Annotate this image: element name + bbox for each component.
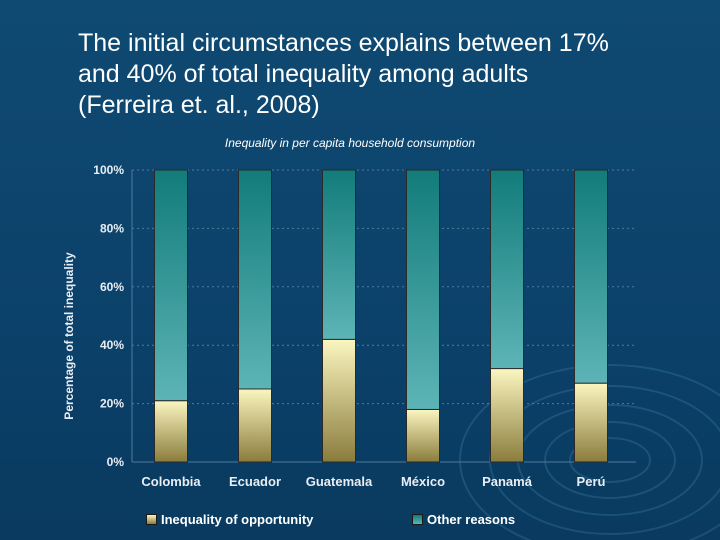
slide-title-line: (Ferreira et. al., 2008)	[78, 91, 320, 119]
y-tick-label: 80%	[100, 221, 124, 235]
legend-label: Other reasons	[427, 512, 516, 527]
x-tick-label: Perú	[577, 474, 606, 489]
bar-opportunity	[406, 408, 440, 463]
bar-other-reasons	[406, 169, 440, 410]
bar-opportunity	[574, 382, 608, 463]
legend-label: Inequality of opportunity	[161, 512, 314, 527]
x-tick-label: Panamá	[482, 474, 533, 489]
y-tick-label: 60%	[100, 280, 124, 294]
x-tick-label: Guatemala	[306, 474, 373, 489]
bar-other-reasons	[574, 169, 608, 384]
y-tick-label: 40%	[100, 338, 124, 352]
y-axis-label: Percentage of total inequality	[62, 252, 76, 420]
legend-swatch-other	[412, 514, 423, 525]
y-tick-label: 20%	[100, 397, 124, 411]
bar-other-reasons	[238, 169, 272, 390]
chart-legend: Inequality of opportunity Other reasons	[0, 512, 720, 532]
bar-opportunity	[490, 368, 524, 463]
legend-swatch-opportunity	[146, 514, 157, 525]
bar-opportunity	[322, 338, 356, 463]
slide-title: The initial circumstances explains betwe…	[78, 28, 698, 121]
x-tick-label: México	[401, 474, 445, 489]
y-tick-label: 100%	[93, 163, 124, 177]
slide-title-line: The initial circumstances explains betwe…	[78, 29, 609, 57]
slide-title-line: and 40% of total inequality among adults	[78, 60, 529, 88]
bar-other-reasons	[490, 169, 524, 370]
bar-other-reasons	[154, 169, 188, 402]
legend-item-opportunity: Inequality of opportunity	[146, 512, 313, 527]
bar-opportunity	[154, 400, 188, 463]
x-tick-label: Colombia	[141, 474, 201, 489]
x-tick-label: Ecuador	[229, 474, 281, 489]
chart-title: Inequality in per capita household consu…	[224, 136, 476, 150]
bar-other-reasons	[322, 169, 356, 340]
legend-item-other: Other reasons	[412, 512, 515, 527]
bar-opportunity	[238, 388, 272, 463]
y-tick-label: 0%	[107, 455, 125, 469]
